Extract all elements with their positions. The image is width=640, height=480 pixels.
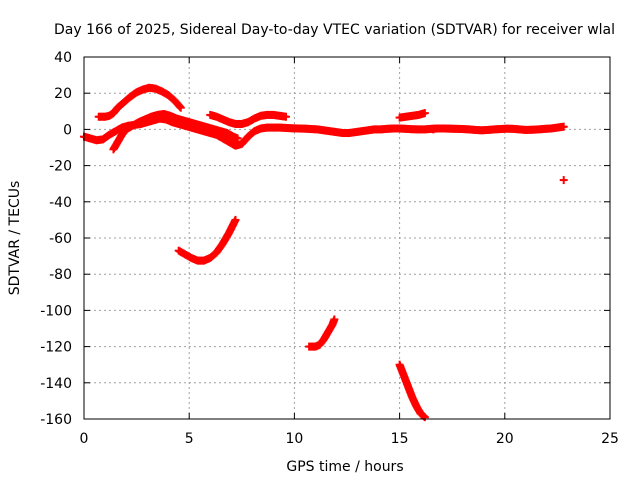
y-tick-label: -80 (49, 267, 72, 283)
y-axis-label: SDTVAR / TECUs (7, 181, 23, 296)
data-point (281, 112, 290, 121)
y-tick-label: -140 (40, 376, 72, 392)
y-tick-label: -40 (49, 195, 72, 211)
data-point (330, 315, 339, 324)
y-tick-label: 20 (54, 86, 72, 102)
y-tick-label: -160 (40, 412, 72, 428)
y-tick-label: -20 (49, 159, 72, 175)
data-points (80, 83, 568, 422)
x-tick-label: 0 (80, 431, 89, 447)
x-tick-label: 10 (285, 431, 303, 447)
y-tick-label: -100 (40, 303, 72, 319)
data-point (420, 413, 429, 422)
data-point (559, 176, 568, 185)
chart-title: Day 166 of 2025, Sidereal Day-to-day VTE… (54, 22, 615, 38)
y-tick-label: 40 (54, 50, 72, 66)
y-tick-label: -120 (40, 340, 72, 356)
x-tick-label: 20 (496, 431, 514, 447)
data-point (429, 125, 438, 134)
data-point (420, 109, 429, 118)
data-point (233, 134, 242, 143)
data-point (559, 122, 568, 131)
x-tick-label: 5 (185, 431, 194, 447)
y-tick-label: 0 (63, 122, 72, 138)
plot-frame (83, 56, 611, 420)
x-axis-label: GPS time / hours (286, 459, 403, 475)
x-tick-label: 15 (391, 431, 409, 447)
data-point (231, 215, 240, 224)
ticks-layer: 0 5 10 15 20 25 40 20 0 -20 -40 -60 -80 -100 -120 -140 -… (40, 50, 619, 447)
x-tick-label: 25 (601, 431, 619, 447)
data-point (176, 103, 185, 112)
y-tick-label: -60 (49, 231, 72, 247)
